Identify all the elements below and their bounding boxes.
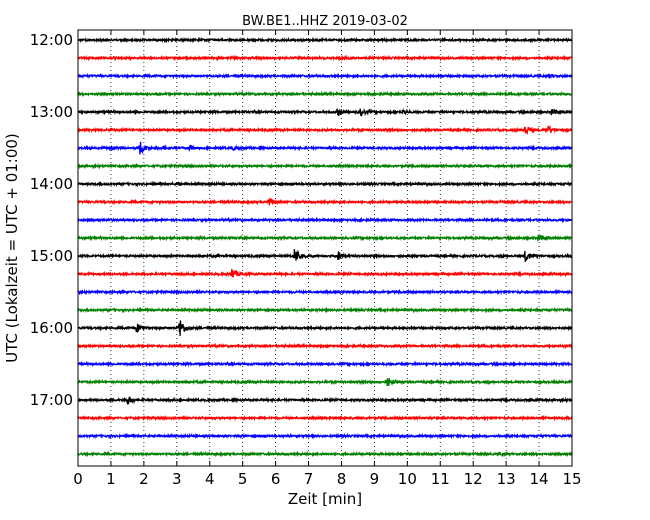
seismic-trace bbox=[77, 268, 573, 278]
seismic-traces bbox=[77, 36, 573, 458]
y-axis-label: UTC (Lokalzeit = UTC + 01:00) bbox=[3, 133, 21, 363]
x-tick-label: 12 bbox=[464, 470, 483, 488]
y-axis-ticks: 12:00 13:00 14:00 15:00 16:00 17:00 bbox=[30, 31, 572, 409]
seismic-trace bbox=[77, 320, 573, 337]
seismic-trace bbox=[77, 196, 573, 206]
x-tick-label: 0 bbox=[73, 470, 83, 488]
x-tick-label: 13 bbox=[497, 470, 516, 488]
seismic-trace bbox=[77, 342, 573, 350]
x-tick-label: 5 bbox=[238, 470, 248, 488]
seismic-trace bbox=[77, 306, 573, 314]
x-tick-label: 15 bbox=[562, 470, 581, 488]
x-tick-label: 7 bbox=[304, 470, 314, 488]
seismic-trace bbox=[77, 180, 573, 188]
x-tick-label: 3 bbox=[172, 470, 182, 488]
seismic-trace bbox=[77, 288, 573, 296]
seismic-trace bbox=[77, 36, 573, 44]
grid-lines bbox=[110, 30, 540, 466]
seismic-trace bbox=[77, 141, 573, 155]
seismic-trace bbox=[77, 216, 573, 224]
y-tick-label: 13:00 bbox=[30, 103, 73, 121]
x-axis-ticks: 0 1 2 3 4 5 6 7 8 9 10 11 12 13 14 15 bbox=[73, 30, 582, 488]
seismic-trace bbox=[77, 396, 573, 405]
plot-frame bbox=[77, 29, 573, 467]
x-axis-label: Zeit [min] bbox=[288, 490, 362, 508]
seismic-trace bbox=[77, 107, 573, 117]
y-tick-label: 15:00 bbox=[30, 247, 73, 265]
y-tick-label: 16:00 bbox=[30, 319, 73, 337]
x-tick-label: 10 bbox=[398, 470, 417, 488]
seismic-trace bbox=[77, 360, 573, 368]
seismic-trace bbox=[77, 378, 573, 387]
seismic-trace bbox=[77, 234, 573, 242]
y-tick-label: 17:00 bbox=[30, 391, 73, 409]
y-tick-label: 14:00 bbox=[30, 175, 73, 193]
seismic-trace bbox=[77, 162, 573, 170]
x-tick-label: 8 bbox=[337, 470, 347, 488]
seismic-trace bbox=[77, 414, 573, 422]
seismic-trace bbox=[77, 124, 573, 135]
seismic-trace bbox=[77, 72, 573, 80]
x-tick-label: 11 bbox=[431, 470, 450, 488]
y-tick-label: 12:00 bbox=[30, 31, 73, 49]
x-tick-label: 9 bbox=[370, 470, 380, 488]
seismic-trace bbox=[77, 450, 573, 458]
x-tick-label: 4 bbox=[205, 470, 215, 488]
x-tick-label: 2 bbox=[139, 470, 149, 488]
chart-title: BW.BE1..HHZ 2019-03-02 bbox=[242, 14, 408, 29]
seismic-trace bbox=[77, 432, 573, 440]
x-tick-label: 14 bbox=[530, 470, 549, 488]
seismic-trace bbox=[77, 248, 573, 262]
seismic-trace bbox=[77, 90, 573, 98]
x-tick-label: 1 bbox=[106, 470, 116, 488]
x-tick-label: 6 bbox=[271, 470, 281, 488]
seismic-trace bbox=[77, 54, 573, 62]
